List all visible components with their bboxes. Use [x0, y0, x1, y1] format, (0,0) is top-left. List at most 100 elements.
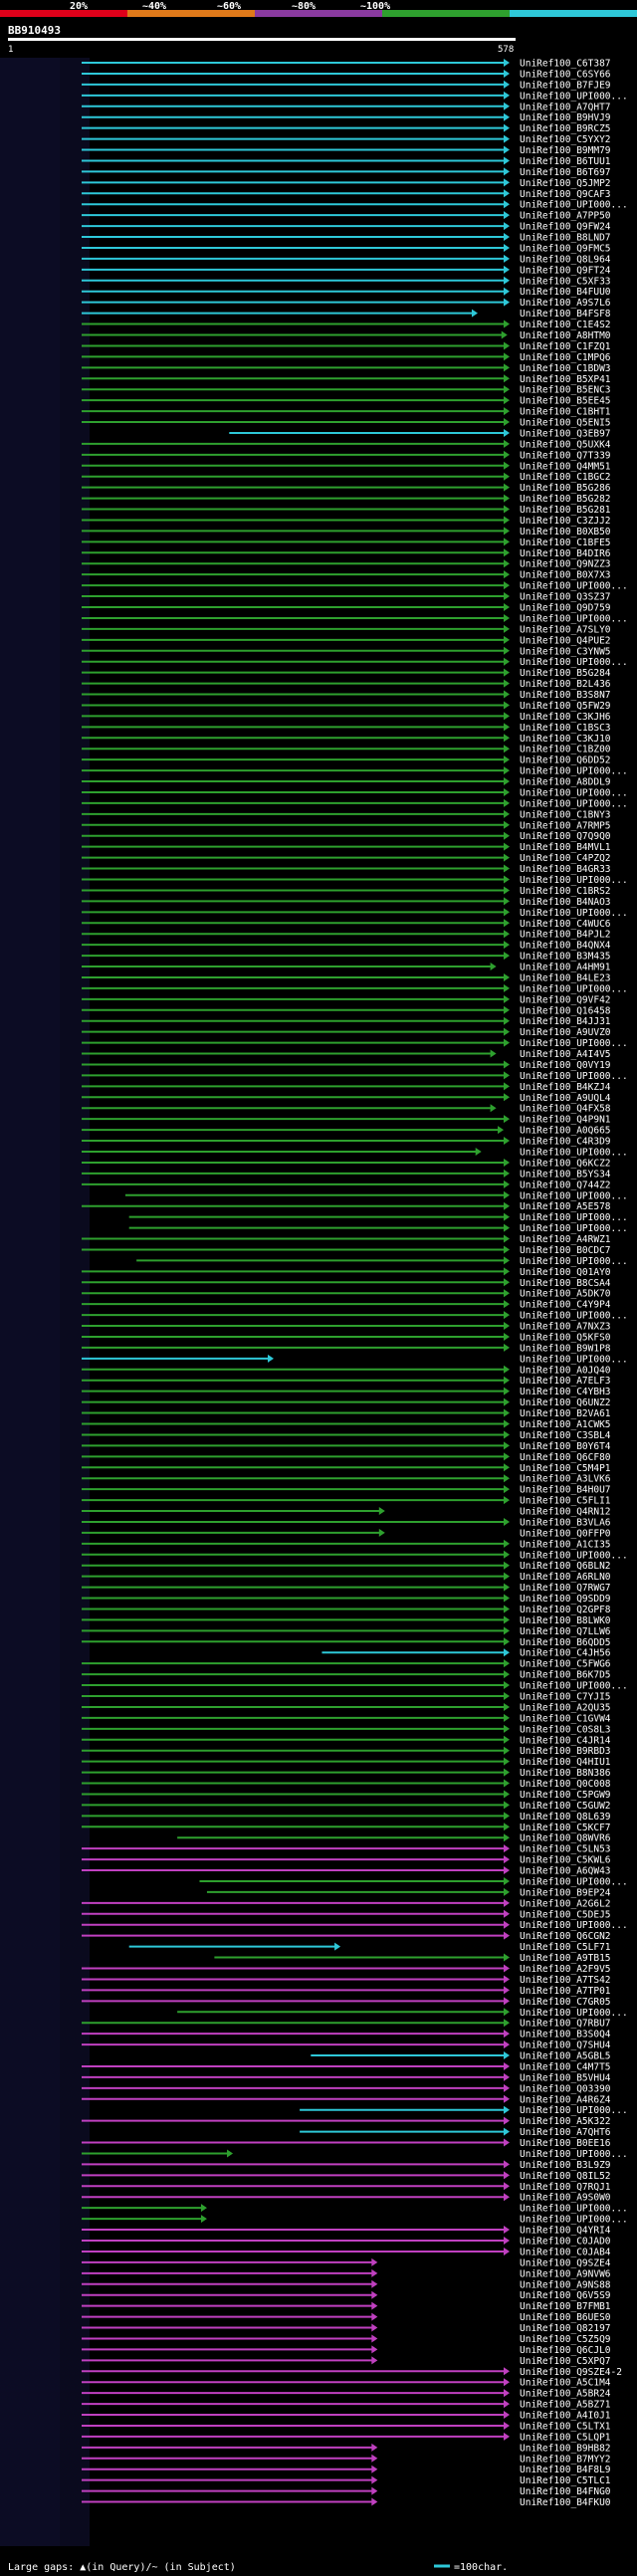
hit-label[interactable]: UniRef100_Q4PUE2 — [520, 635, 611, 646]
hit-label[interactable]: UniRef100_B0Y6T4 — [520, 1441, 611, 1452]
hit-row[interactable]: UniRef100_Q9FMC5 — [82, 243, 611, 254]
hit-row[interactable]: UniRef100_B9HB82 — [82, 2443, 611, 2454]
hit-label[interactable]: UniRef100_B9RCZ5 — [520, 123, 611, 134]
hit-label[interactable]: UniRef100_A9UQL4 — [520, 1093, 611, 1104]
hit-label[interactable]: UniRef100_Q9FW24 — [520, 222, 611, 233]
hit-label[interactable]: UniRef100_B0XB50 — [520, 527, 611, 537]
hit-label[interactable]: UniRef100_C5DEJ5 — [520, 1909, 611, 1920]
hit-label[interactable]: UniRef100_Q5KFS0 — [520, 1332, 611, 1343]
hit-label[interactable]: UniRef100_C4JH56 — [520, 1648, 611, 1659]
hit-row[interactable]: UniRef100_B5VHU4 — [82, 2072, 611, 2083]
hit-row[interactable]: UniRef100_B8CSA4 — [82, 1278, 611, 1289]
hit-label[interactable]: UniRef100_UPI000... — [520, 1190, 628, 1201]
hit-row[interactable]: UniRef100_Q0C008 — [82, 1779, 611, 1790]
hit-row[interactable]: UniRef100_Q7T339 — [82, 450, 611, 461]
hit-row[interactable]: UniRef100_UPI000... — [82, 657, 628, 668]
hit-row[interactable]: UniRef100_B3VLA6 — [82, 1517, 611, 1528]
hit-row[interactable]: UniRef100_Q9SZE4-2 — [82, 2367, 622, 2378]
hit-row[interactable]: UniRef100_A9NVW6 — [82, 2268, 611, 2279]
hit-row[interactable]: UniRef100_UPI000... — [82, 983, 628, 994]
hit-label[interactable]: UniRef100_B2L436 — [520, 679, 611, 690]
hit-label[interactable]: UniRef100_Q7T339 — [520, 450, 611, 461]
hit-label[interactable]: UniRef100_Q8L639 — [520, 1812, 611, 1823]
hit-row[interactable]: UniRef100_Q0FFP0 — [82, 1528, 611, 1539]
hit-label[interactable]: UniRef100_UPI000... — [520, 2204, 628, 2215]
hit-row[interactable]: UniRef100_UPI000... — [82, 1311, 628, 1322]
hit-row[interactable]: UniRef100_A0JQ40 — [82, 1365, 611, 1376]
hit-label[interactable]: UniRef100_B7MYY2 — [520, 2454, 611, 2465]
hit-row[interactable]: UniRef100_C5YXY2 — [82, 134, 611, 145]
hit-row[interactable]: UniRef100_C1BNY3 — [82, 809, 611, 820]
hit-label[interactable]: UniRef100_C4PZQ2 — [520, 853, 611, 864]
hit-row[interactable]: UniRef100_A2QU35 — [82, 1702, 611, 1713]
hit-label[interactable]: UniRef100_C1E4S2 — [520, 320, 611, 330]
hit-label[interactable]: UniRef100_UPI000... — [520, 1550, 628, 1561]
hit-label[interactable]: UniRef100_Q4YRI4 — [520, 2226, 611, 2237]
hit-row[interactable]: UniRef100_Q744Z2 — [82, 1180, 611, 1190]
hit-row[interactable]: UniRef100_A5C1M4 — [82, 2378, 611, 2389]
hit-label[interactable]: UniRef100_A7ELF3 — [520, 1376, 611, 1387]
hit-label[interactable]: UniRef100_Q3SZ37 — [520, 592, 611, 603]
hit-label[interactable]: UniRef100_C1GVW4 — [520, 1713, 611, 1724]
hit-row[interactable]: UniRef100_C5TLC1 — [82, 2475, 611, 2486]
hit-row[interactable]: UniRef100_Q8WVR6 — [177, 1833, 611, 1844]
hit-label[interactable]: UniRef100_B0CDC7 — [520, 1245, 611, 1256]
hit-row[interactable]: UniRef100_B9MM79 — [82, 145, 611, 156]
hit-row[interactable]: UniRef100_UPI000... — [82, 613, 628, 624]
hit-label[interactable]: UniRef100_Q5JMP2 — [520, 178, 611, 189]
hit-row[interactable]: UniRef100_Q5KFS0 — [82, 1332, 611, 1343]
hit-row[interactable]: UniRef100_C4R3D9 — [82, 1137, 611, 1148]
hit-row[interactable]: UniRef100_Q82197 — [82, 2323, 611, 2334]
hit-label[interactable]: UniRef100_A7QHT6 — [520, 2127, 611, 2138]
hit-label[interactable]: UniRef100_UPI000... — [520, 2215, 628, 2226]
hit-label[interactable]: UniRef100_B3L9Z9 — [520, 2160, 611, 2171]
hit-row[interactable]: UniRef100_UPI000... — [82, 875, 628, 886]
hit-row[interactable]: UniRef100_UPI000... — [82, 91, 628, 102]
hit-row[interactable]: UniRef100_C3SBL4 — [82, 1430, 611, 1441]
hit-label[interactable]: UniRef100_UPI000... — [520, 983, 628, 994]
hit-row[interactable]: UniRef100_B4LE23 — [82, 972, 611, 983]
hit-label[interactable]: UniRef100_B5G282 — [520, 494, 611, 505]
hit-label[interactable]: UniRef100_A4I4V5 — [520, 1049, 611, 1060]
hit-row[interactable]: UniRef100_B3L9Z9 — [82, 2160, 611, 2171]
hit-row[interactable]: UniRef100_C5LF71 — [128, 1942, 611, 1953]
hit-row[interactable]: UniRef100_A9UQL4 — [82, 1093, 611, 1104]
hit-row[interactable]: UniRef100_A7SLY0 — [82, 624, 611, 635]
hit-label[interactable]: UniRef100_B8CSA4 — [520, 1278, 611, 1289]
hit-row[interactable]: UniRef100_C5KWL6 — [82, 1855, 611, 1866]
hit-row[interactable]: UniRef100_Q7SHU4 — [82, 2040, 611, 2051]
hit-row[interactable]: UniRef100_A9NS88 — [82, 2279, 611, 2290]
hit-row[interactable]: UniRef100_C5Z5Q9 — [82, 2334, 611, 2345]
hit-label[interactable]: UniRef100_Q9SZE4-2 — [520, 2367, 622, 2378]
hit-row[interactable]: UniRef100_UPI000... — [82, 1038, 628, 1049]
hit-label[interactable]: UniRef100_B0EE16 — [520, 2138, 611, 2149]
hit-row[interactable]: UniRef100_Q9SZE4 — [82, 2257, 611, 2268]
hit-label[interactable]: UniRef100_C3KJH6 — [520, 712, 611, 723]
hit-row[interactable]: UniRef100_B7FJE9 — [82, 80, 611, 91]
hit-label[interactable]: UniRef100_Q0VY19 — [520, 1060, 611, 1071]
hit-row[interactable]: UniRef100_Q7RWG7 — [82, 1583, 611, 1594]
hit-label[interactable]: UniRef100_A5DK70 — [520, 1289, 611, 1300]
hit-label[interactable]: UniRef100_UPI000... — [520, 200, 628, 211]
hit-label[interactable]: UniRef100_A4RWZ1 — [520, 1234, 611, 1245]
hit-row[interactable]: UniRef100_A5DK70 — [82, 1289, 611, 1300]
hit-label[interactable]: UniRef100_C5M4P1 — [520, 1463, 611, 1474]
hit-label[interactable]: UniRef100_B8LWK0 — [520, 1615, 611, 1626]
hit-row[interactable]: UniRef100_A6RLN0 — [82, 1572, 611, 1583]
hit-row[interactable]: UniRef100_Q6CGN2 — [82, 1931, 611, 1942]
hit-label[interactable]: UniRef100_UPI000... — [520, 1311, 628, 1322]
hit-row[interactable]: UniRef100_A3LVK6 — [82, 1474, 611, 1485]
hit-row[interactable]: UniRef100_A4I0J1 — [82, 2411, 611, 2422]
hit-label[interactable]: UniRef100_B9HB82 — [520, 2443, 611, 2454]
hit-label[interactable]: UniRef100_C5FWG6 — [520, 1659, 611, 1670]
hit-label[interactable]: UniRef100_C4Y9P4 — [520, 1300, 611, 1311]
hit-label[interactable]: UniRef100_A2QU35 — [520, 1702, 611, 1713]
hit-label[interactable]: UniRef100_C4M7T5 — [520, 2061, 611, 2072]
hit-label[interactable]: UniRef100_C0JAB4 — [520, 2247, 611, 2257]
hit-label[interactable]: UniRef100_C5KWL6 — [520, 1855, 611, 1866]
hit-row[interactable]: UniRef100_A6QW43 — [82, 1866, 611, 1877]
hit-row[interactable]: UniRef100_C1GVW4 — [82, 1713, 611, 1724]
hit-row[interactable]: UniRef100_C6SY66 — [82, 69, 611, 80]
hit-label[interactable]: UniRef100_C4JR14 — [520, 1735, 611, 1746]
hit-label[interactable]: UniRef100_C1BHT1 — [520, 407, 611, 418]
